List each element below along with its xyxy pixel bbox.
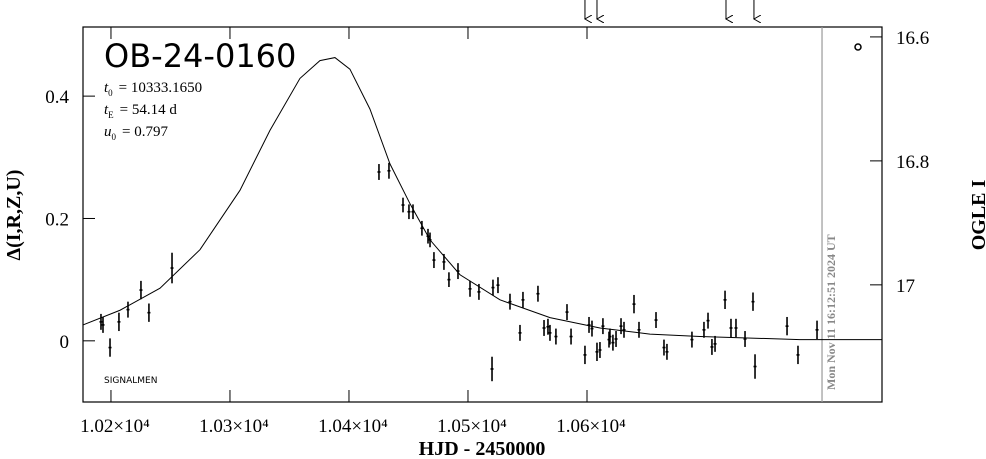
y2-tick-label: 16.6 [896, 28, 929, 49]
source-label: SIGNALMEN [104, 376, 157, 386]
parameter-value: = 54.14 d [120, 102, 178, 118]
y-tick-label: 0.2 [45, 209, 69, 230]
parameter: t0 = 10333.1650 [104, 80, 202, 98]
x-tick-label: 1.02×10⁴ [80, 416, 150, 437]
parameter-symbol: t [104, 80, 109, 96]
plot-frame [82, 26, 883, 403]
parameter-value: = 10333.1650 [119, 80, 202, 96]
y2-axis-label: OGLE I [968, 179, 986, 250]
x-tick-label: 1.03×10⁴ [199, 416, 269, 437]
parameter-subscript: 0 [112, 132, 117, 142]
parameter: u0 = 0.797 [104, 124, 168, 142]
parameter-value: = 0.797 [122, 124, 168, 140]
x-tick-label: 1.05×10⁴ [437, 416, 507, 437]
parameter: tE = 54.14 d [104, 102, 177, 120]
timestamp: Mon Nov 11 16:12:51 2024 UT [824, 234, 838, 390]
y2-tick-label: 17 [896, 276, 915, 297]
y-tick-label: 0 [60, 332, 70, 353]
model-curve [82, 57, 882, 341]
y-axis-label: Δ(I,R,Z,U) [3, 170, 25, 261]
parameter-subscript: E [108, 110, 114, 120]
parameter-symbol: u [104, 124, 112, 140]
y2-tick-label: 16.8 [896, 152, 929, 173]
parameter-symbol: t [104, 102, 109, 118]
x-axis-label: HJD - 2450000 [419, 438, 546, 459]
chart-title: OB-24-0160 [104, 37, 296, 75]
y-tick-label: 0.4 [45, 87, 69, 108]
x-tick-label: 1.06×10⁴ [556, 416, 626, 437]
parameter-subscript: 0 [108, 88, 113, 98]
x-tick-label: 1.04×10⁴ [318, 416, 388, 437]
marker-circle [854, 43, 862, 51]
